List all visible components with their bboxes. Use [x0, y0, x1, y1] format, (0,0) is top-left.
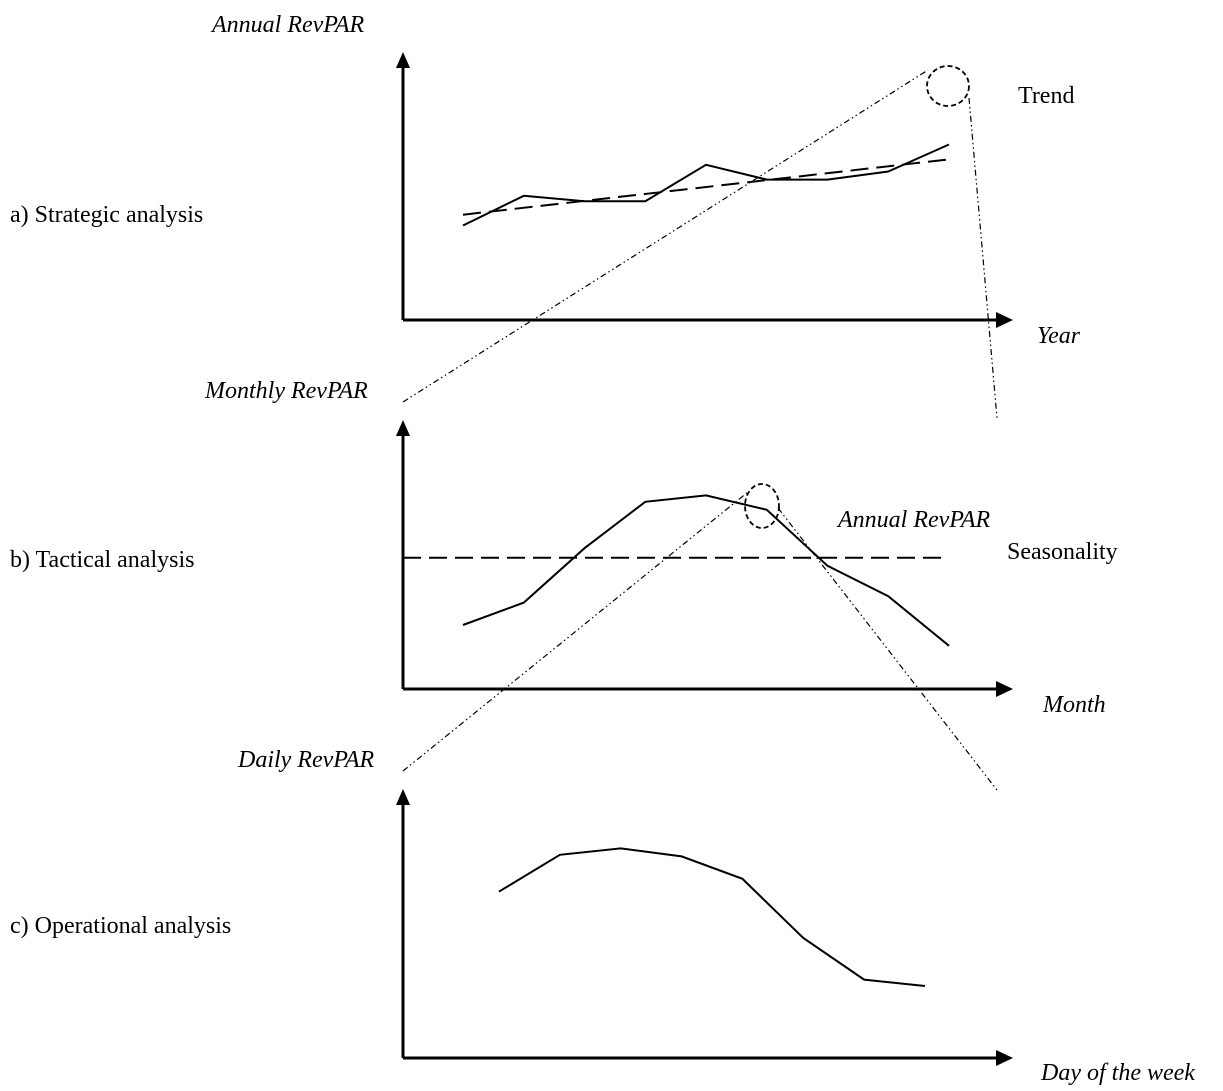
trend-line	[462, 158, 950, 216]
x-axis-label-day-of-the-week: Day of the week	[1040, 1060, 1195, 1086]
y-axis-label-monthly-revpar: Monthly RevPAR	[204, 378, 368, 404]
annotation-annual-revpar: Annual RevPAR	[836, 507, 991, 533]
zoom-connector-b-left	[402, 491, 749, 772]
zoom-connectors	[402, 69, 998, 791]
annual-revpar-line	[462, 143, 950, 227]
x-axis-arrowhead-b	[996, 681, 1013, 697]
zoom-connector-a-right	[968, 97, 998, 419]
y-axis-arrowhead-a	[396, 52, 410, 68]
zoom-ellipse-b	[744, 483, 780, 529]
y-axis-label-annual-revpar: Annual RevPAR	[210, 12, 365, 38]
x-axis-arrowhead-c	[996, 1050, 1013, 1066]
panel-label-strategic: a) Strategic analysis	[10, 202, 203, 228]
panel-strategic: Annual RevPAR a) Strategic analysis Tren…	[10, 12, 1081, 349]
monthly-revpar-line	[462, 494, 950, 647]
y-axis-arrowhead-b	[396, 420, 410, 436]
y-axis-label-daily-revpar: Daily RevPAR	[237, 747, 375, 773]
x-axis-label-year: Year	[1037, 323, 1081, 349]
panel-label-tactical: b) Tactical analysis	[10, 547, 194, 573]
zoom-ellipse-a	[926, 65, 970, 107]
y-axis-arrowhead-c	[396, 789, 410, 805]
panel-tactical: Monthly RevPAR b) Tactical analysis Annu…	[10, 378, 1118, 718]
panel-label-operational: c) Operational analysis	[10, 913, 231, 939]
panel-operational: Daily RevPAR c) Operational analysis Day…	[10, 747, 1195, 1086]
zoom-connector-b-right	[777, 507, 998, 791]
annotation-trend: Trend	[1018, 83, 1074, 109]
annotation-seasonality: Seasonality	[1007, 539, 1118, 565]
zoom-connector-a-left	[402, 69, 929, 403]
x-axis-label-month: Month	[1042, 692, 1106, 718]
x-axis-arrowhead-a	[996, 312, 1013, 328]
daily-revpar-line	[498, 847, 926, 987]
